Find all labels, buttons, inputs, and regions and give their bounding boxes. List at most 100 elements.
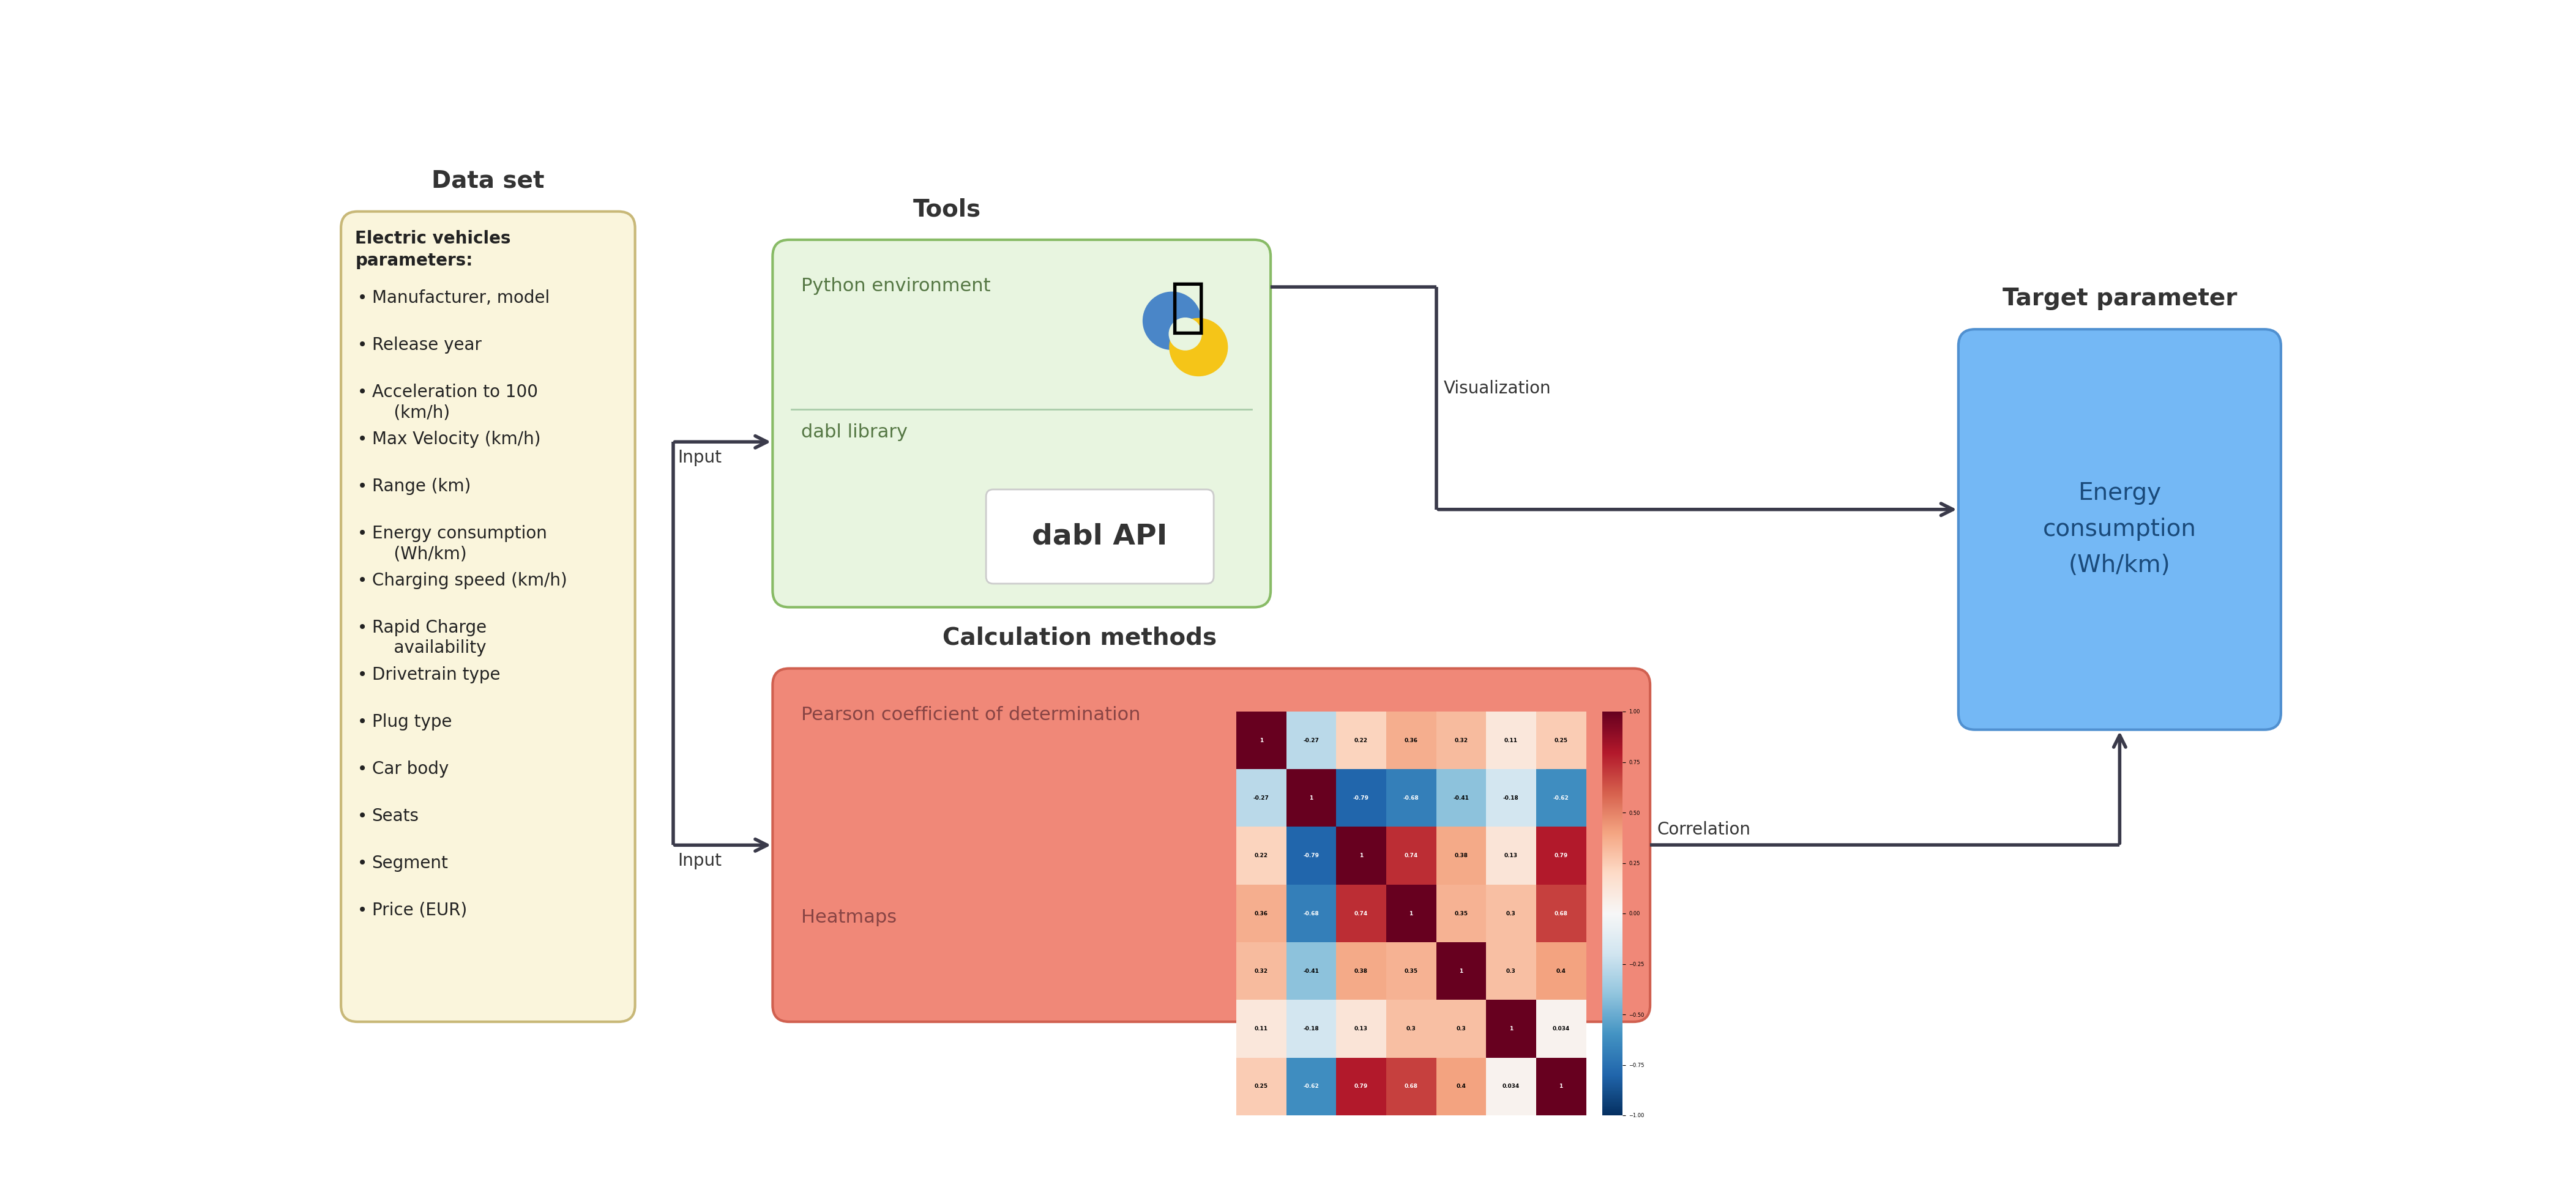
- Text: •: •: [358, 478, 368, 495]
- Text: 0.034: 0.034: [1553, 1026, 1569, 1032]
- Text: 0.13: 0.13: [1504, 853, 1517, 859]
- Text: 0.3: 0.3: [1455, 1026, 1466, 1032]
- Text: 1: 1: [1409, 910, 1414, 916]
- Text: •: •: [358, 430, 368, 448]
- Text: 0.36: 0.36: [1255, 910, 1267, 916]
- Text: -0.18: -0.18: [1303, 1026, 1319, 1032]
- Text: 0.79: 0.79: [1553, 853, 1569, 859]
- Text: •: •: [358, 619, 368, 637]
- FancyBboxPatch shape: [773, 240, 1270, 608]
- Circle shape: [1144, 292, 1200, 349]
- Text: Manufacturer, model: Manufacturer, model: [371, 289, 549, 306]
- Text: 0.13: 0.13: [1355, 1026, 1368, 1032]
- Text: -0.68: -0.68: [1404, 795, 1419, 801]
- Text: Energy consumption
    (Wh/km): Energy consumption (Wh/km): [371, 525, 546, 562]
- Text: -0.62: -0.62: [1303, 1083, 1319, 1089]
- Text: 0.32: 0.32: [1455, 737, 1468, 743]
- Text: Correlation: Correlation: [1656, 821, 1752, 838]
- Text: 1: 1: [1510, 1026, 1512, 1032]
- Text: •: •: [358, 855, 368, 872]
- Text: Target parameter: Target parameter: [2002, 287, 2236, 310]
- Text: •: •: [358, 760, 368, 777]
- Text: -0.41: -0.41: [1453, 795, 1468, 801]
- Circle shape: [1170, 318, 1229, 376]
- Text: 0.3: 0.3: [1507, 910, 1515, 916]
- FancyBboxPatch shape: [987, 490, 1213, 584]
- Text: 1: 1: [1309, 795, 1314, 801]
- Text: 0.034: 0.034: [1502, 1083, 1520, 1089]
- Text: -0.18: -0.18: [1502, 795, 1520, 801]
- Text: dabl API: dabl API: [1033, 522, 1167, 550]
- Text: Charging speed (km/h): Charging speed (km/h): [371, 572, 567, 588]
- Text: 0.32: 0.32: [1255, 968, 1267, 974]
- Text: Range (km): Range (km): [371, 478, 471, 495]
- FancyBboxPatch shape: [773, 669, 1651, 1022]
- Text: Car body: Car body: [371, 760, 448, 777]
- Text: Energy
consumption
(Wh/km): Energy consumption (Wh/km): [2043, 482, 2197, 578]
- Text: •: •: [358, 383, 368, 401]
- Text: •: •: [358, 807, 368, 825]
- Text: dabl library: dabl library: [801, 424, 907, 441]
- Text: Segment: Segment: [371, 855, 448, 872]
- Text: 0.25: 0.25: [1553, 737, 1569, 743]
- Text: •: •: [358, 713, 368, 730]
- Text: 1: 1: [1360, 853, 1363, 859]
- Circle shape: [1170, 317, 1203, 351]
- Text: •: •: [358, 902, 368, 919]
- Text: Input: Input: [677, 853, 721, 870]
- Text: -0.79: -0.79: [1303, 853, 1319, 859]
- Text: 0.36: 0.36: [1404, 737, 1417, 743]
- Text: Python environment: Python environment: [801, 277, 992, 295]
- Text: Data set: Data set: [433, 169, 544, 192]
- Text: Input: Input: [677, 449, 721, 466]
- Text: Drivetrain type: Drivetrain type: [371, 667, 500, 683]
- Text: Electric vehicles
parameters:: Electric vehicles parameters:: [355, 231, 510, 269]
- Text: 0.68: 0.68: [1404, 1083, 1417, 1089]
- Text: Release year: Release year: [371, 336, 482, 353]
- Text: Visualization: Visualization: [1443, 381, 1551, 398]
- Text: •: •: [358, 289, 368, 306]
- Text: 0.11: 0.11: [1255, 1026, 1267, 1032]
- Text: Heatmaps: Heatmaps: [801, 909, 896, 926]
- Text: •: •: [358, 572, 368, 588]
- Text: 0.74: 0.74: [1404, 853, 1417, 859]
- Text: 0.3: 0.3: [1406, 1026, 1417, 1032]
- Text: 0.4: 0.4: [1455, 1083, 1466, 1089]
- Text: •: •: [358, 525, 368, 542]
- Text: -0.68: -0.68: [1303, 910, 1319, 916]
- Text: 0.74: 0.74: [1355, 910, 1368, 916]
- Text: 0.38: 0.38: [1355, 968, 1368, 974]
- FancyBboxPatch shape: [340, 211, 636, 1022]
- Text: Price (EUR): Price (EUR): [371, 902, 466, 919]
- Text: 0.3: 0.3: [1507, 968, 1515, 974]
- Text: 1: 1: [1260, 737, 1262, 743]
- Text: 0.22: 0.22: [1255, 853, 1267, 859]
- Text: -0.41: -0.41: [1303, 968, 1319, 974]
- Text: 0.35: 0.35: [1404, 968, 1417, 974]
- Text: 0.79: 0.79: [1355, 1083, 1368, 1089]
- Text: •: •: [358, 667, 368, 683]
- Text: Calculation methods: Calculation methods: [943, 627, 1216, 650]
- Text: 0.22: 0.22: [1355, 737, 1368, 743]
- Text: Acceleration to 100
    (km/h): Acceleration to 100 (km/h): [371, 383, 538, 422]
- Text: Seats: Seats: [371, 807, 420, 825]
- Text: 0.68: 0.68: [1553, 910, 1569, 916]
- Text: Pearson coefficient of determination: Pearson coefficient of determination: [801, 706, 1141, 724]
- Text: 1: 1: [1558, 1083, 1564, 1089]
- Text: •: •: [358, 336, 368, 353]
- Text: 0.35: 0.35: [1455, 910, 1468, 916]
- Text: Plug type: Plug type: [371, 713, 451, 730]
- Text: -0.79: -0.79: [1352, 795, 1368, 801]
- Text: -0.27: -0.27: [1255, 795, 1270, 801]
- Text: Rapid Charge
    availability: Rapid Charge availability: [371, 619, 487, 657]
- Text: 0.25: 0.25: [1255, 1083, 1267, 1089]
- Text: 0.4: 0.4: [1556, 968, 1566, 974]
- Text: 🐍: 🐍: [1170, 280, 1206, 336]
- Text: -0.27: -0.27: [1303, 737, 1319, 743]
- Text: 0.38: 0.38: [1455, 853, 1468, 859]
- Text: Max Velocity (km/h): Max Velocity (km/h): [371, 430, 541, 448]
- Text: -0.62: -0.62: [1553, 795, 1569, 801]
- FancyBboxPatch shape: [1958, 329, 2280, 730]
- Text: 1: 1: [1458, 968, 1463, 974]
- Text: Tools: Tools: [912, 198, 981, 221]
